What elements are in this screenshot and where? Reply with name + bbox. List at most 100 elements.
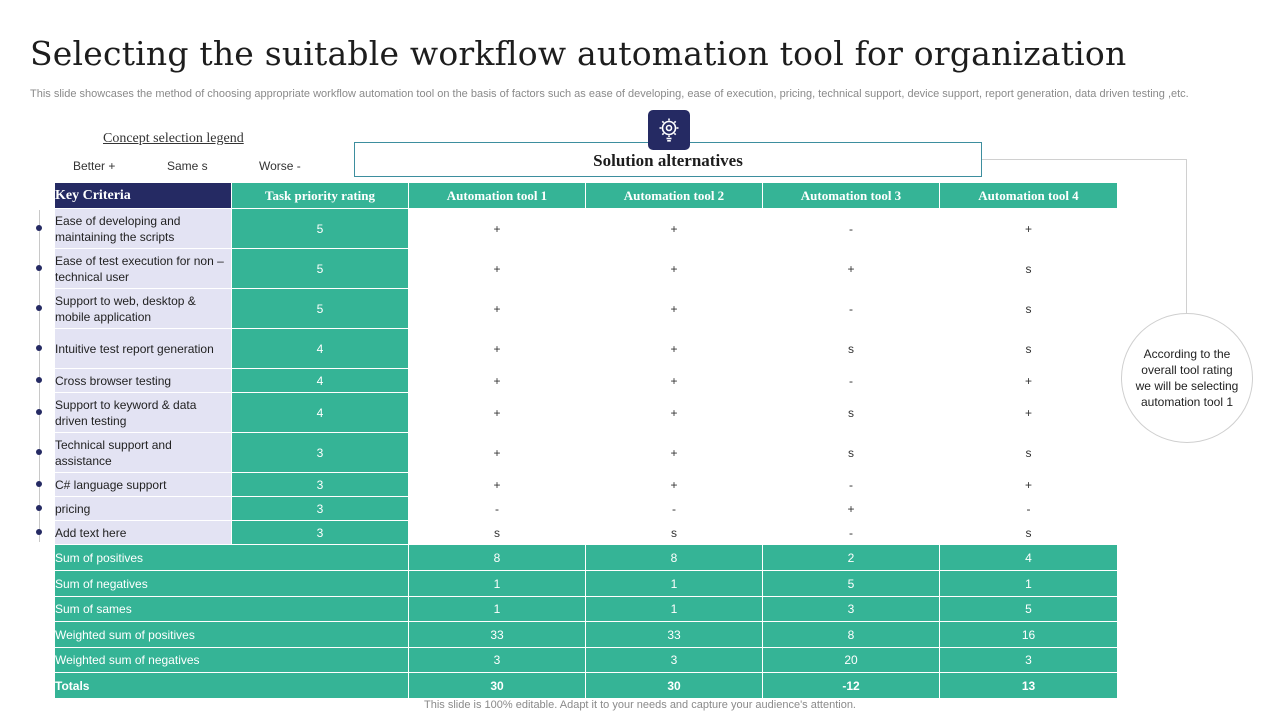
- priority-rating-cell: 5: [231, 288, 409, 329]
- criteria-cell: Ease of developing and maintaining the s…: [54, 208, 232, 249]
- tool-2-cell: -: [585, 496, 763, 521]
- summary-label: Sum of negatives: [54, 570, 409, 597]
- tool-3-cell: -: [762, 520, 940, 545]
- summary-tool-3-value: 5: [762, 570, 940, 597]
- priority-rating-cell: 5: [231, 208, 409, 249]
- tool-2-cell: +: [585, 472, 763, 497]
- priority-rating-cell: 5: [231, 248, 409, 289]
- tool-2-cell: +: [585, 208, 763, 249]
- table-header-row: Key Criteria Task priority rating Automa…: [54, 182, 1118, 209]
- summary-tool-1-value: 3: [408, 647, 586, 673]
- tool-3-cell: s: [762, 432, 940, 473]
- tool-3-cell: +: [762, 248, 940, 289]
- summary-label: Weighted sum of positives: [54, 621, 409, 648]
- tool-3-cell: s: [762, 392, 940, 433]
- summary-row: Sum of positives 8 8 2 4: [54, 544, 1118, 571]
- tool-4-cell: s: [939, 328, 1118, 369]
- summary-label: Weighted sum of negatives: [54, 647, 409, 673]
- tool-1-cell: +: [408, 368, 586, 393]
- legend-same: Same s: [167, 159, 208, 173]
- header-tool-3: Automation tool 3: [762, 182, 940, 209]
- summary-tool-1-value: 30: [408, 672, 586, 699]
- tool-1-cell: +: [408, 208, 586, 249]
- tool-1-cell: +: [408, 288, 586, 329]
- criteria-cell: Cross browser testing: [54, 368, 232, 393]
- header-tool-2: Automation tool 2: [585, 182, 763, 209]
- bullet-dot: [36, 265, 42, 271]
- tool-2-cell: +: [585, 392, 763, 433]
- tool-1-cell: +: [408, 392, 586, 433]
- criteria-cell: Support to keyword & data driven testing: [54, 392, 232, 433]
- criteria-cell: Add text here: [54, 520, 232, 545]
- tool-3-cell: -: [762, 208, 940, 249]
- summary-row: Sum of sames 1 1 3 5: [54, 596, 1118, 622]
- table-row: Ease of test execution for non –technica…: [54, 248, 1118, 289]
- bullet-dot: [36, 225, 42, 231]
- table-row: Cross browser testing 4 + + - +: [54, 368, 1118, 393]
- bullet-dot: [36, 481, 42, 487]
- legend-worse: Worse -: [259, 159, 301, 173]
- tool-4-cell: s: [939, 288, 1118, 329]
- tool-4-cell: +: [939, 368, 1118, 393]
- conclusion-circle: According to the overall tool rating we …: [1121, 313, 1253, 443]
- connector-line: [1186, 159, 1187, 314]
- summary-tool-4-value: 1: [939, 570, 1118, 597]
- summary-tool-3-value: 3: [762, 596, 940, 622]
- priority-rating-cell: 3: [231, 496, 409, 521]
- totals-row: Totals 30 30 -12 13: [54, 672, 1118, 699]
- tool-4-cell: +: [939, 472, 1118, 497]
- summary-tool-2-value: 3: [585, 647, 763, 673]
- tool-3-cell: -: [762, 368, 940, 393]
- summary-tool-1-value: 1: [408, 570, 586, 597]
- tool-2-cell: +: [585, 368, 763, 393]
- tool-2-cell: +: [585, 432, 763, 473]
- table-row: Support to web, desktop & mobile applica…: [54, 288, 1118, 329]
- tool-3-cell: -: [762, 472, 940, 497]
- bullet-dot: [36, 345, 42, 351]
- bullet-dot: [36, 377, 42, 383]
- tool-4-cell: s: [939, 520, 1118, 545]
- tool-1-cell: s: [408, 520, 586, 545]
- header-key-criteria: Key Criteria: [54, 182, 232, 209]
- summary-tool-3-value: 8: [762, 621, 940, 648]
- summary-label: Sum of positives: [54, 544, 409, 571]
- summary-tool-2-value: 33: [585, 621, 763, 648]
- legend-title: Concept selection legend: [103, 131, 244, 146]
- summary-tool-3-value: 20: [762, 647, 940, 673]
- summary-tool-2-value: 8: [585, 544, 763, 571]
- header-task-priority: Task priority rating: [231, 182, 409, 209]
- priority-rating-cell: 3: [231, 472, 409, 497]
- legend-better: Better +: [73, 159, 116, 173]
- footer-note: This slide is 100% editable. Adapt it to…: [424, 699, 856, 711]
- summary-tool-2-value: 30: [585, 672, 763, 699]
- summary-label: Totals: [54, 672, 409, 699]
- tool-2-cell: +: [585, 288, 763, 329]
- summary-tool-1-value: 8: [408, 544, 586, 571]
- bullet-dot: [36, 505, 42, 511]
- priority-rating-cell: 4: [231, 392, 409, 433]
- tool-1-cell: +: [408, 328, 586, 369]
- page-title: Selecting the suitable workflow automati…: [30, 34, 1127, 73]
- summary-tool-2-value: 1: [585, 596, 763, 622]
- summary-label: Sum of sames: [54, 596, 409, 622]
- summary-tool-4-value: 5: [939, 596, 1118, 622]
- table-row: C# language support 3 + + - +: [54, 472, 1118, 497]
- tool-2-cell: s: [585, 520, 763, 545]
- priority-rating-cell: 3: [231, 520, 409, 545]
- bullet-dot: [36, 529, 42, 535]
- criteria-cell: pricing: [54, 496, 232, 521]
- criteria-table: Key Criteria Task priority rating Automa…: [54, 182, 1118, 699]
- tool-4-cell: +: [939, 392, 1118, 433]
- summary-row: Sum of negatives 1 1 5 1: [54, 570, 1118, 597]
- summary-tool-2-value: 1: [585, 570, 763, 597]
- table-row: Ease of developing and maintaining the s…: [54, 208, 1118, 249]
- summary-row: Weighted sum of positives 33 33 8 16: [54, 621, 1118, 648]
- criteria-cell: Ease of test execution for non –technica…: [54, 248, 232, 289]
- tool-1-cell: +: [408, 472, 586, 497]
- tool-4-cell: +: [939, 208, 1118, 249]
- summary-tool-4-value: 3: [939, 647, 1118, 673]
- summary-tool-3-value: 2: [762, 544, 940, 571]
- table-row: Support to keyword & data driven testing…: [54, 392, 1118, 433]
- header-tool-4: Automation tool 4: [939, 182, 1118, 209]
- summary-tool-4-value: 16: [939, 621, 1118, 648]
